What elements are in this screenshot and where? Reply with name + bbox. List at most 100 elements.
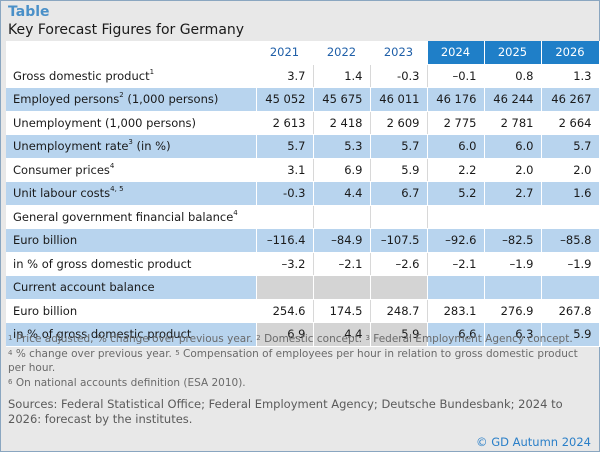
- table-cell: 2.0: [541, 158, 600, 182]
- table-cell: [256, 275, 314, 300]
- table-cell: -0.3: [256, 181, 314, 206]
- table-row: in % of gross domestic product 6.9 4.4 5…: [6, 322, 600, 347]
- table-cell: 5.7: [370, 134, 428, 159]
- table-cell: –85.8: [541, 228, 600, 253]
- table-cell: 1.6: [541, 181, 600, 206]
- table-cell: 2.0: [484, 158, 542, 182]
- table-label: Table: [8, 4, 50, 20]
- table-cell: 283.1: [427, 299, 485, 323]
- table-row: Consumer prices4 3.1 6.9 5.9 2.2 2.0 2.0: [6, 158, 600, 182]
- table-cell: 3.1: [256, 158, 314, 182]
- row-label: Unit labour costs4, 5: [6, 181, 257, 206]
- table-cell: 6.6: [427, 322, 485, 347]
- table-cell: 2 781: [484, 111, 542, 135]
- table-cell: [370, 205, 428, 229]
- table-row: Unemployment (1,000 persons) 2 613 2 418…: [6, 111, 600, 135]
- year-header-2021: 2021: [256, 41, 314, 65]
- table-cell: 46 176: [427, 87, 485, 112]
- table-cell: [484, 275, 542, 300]
- table-cell: [541, 275, 600, 300]
- table-cell: 2 418: [313, 111, 371, 135]
- table-cell: 174.5: [313, 299, 371, 323]
- table-cell: 5.9: [370, 322, 428, 347]
- row-label: in % of gross domestic product: [6, 322, 257, 347]
- table-cell: 2.2: [427, 158, 485, 182]
- table-cell: [427, 275, 485, 300]
- footnotes: 1 Price adjusted, % change over previous…: [8, 332, 593, 390]
- table-cell: –84.9: [313, 228, 371, 253]
- footnote-line: 6 On national accounts definition (ESA 2…: [8, 376, 246, 389]
- year-header-2023: 2023: [370, 41, 428, 65]
- forecast-table: 2021 2022 2023 2024 2025 2026 Gross dome…: [6, 41, 600, 347]
- table-cell: –92.6: [427, 228, 485, 253]
- table-title: Key Forecast Figures for Germany: [8, 22, 245, 38]
- table-cell: 2 613: [256, 111, 314, 135]
- copyright-note: © GD Autumn 2024: [476, 435, 591, 449]
- table-cell: 46 011: [370, 87, 428, 112]
- table-cell: –116.4: [256, 228, 314, 253]
- table-cell: 6.0: [484, 134, 542, 159]
- table-cell: 6.7: [370, 181, 428, 206]
- header-row: 2021 2022 2023 2024 2025 2026: [6, 41, 600, 65]
- table-cell: -0.3: [370, 64, 428, 88]
- table-cell: 6.0: [427, 134, 485, 159]
- table-cell: 2.7: [484, 181, 542, 206]
- table-row: Euro billion –116.4 –84.9 –107.5 –92.6 –…: [6, 228, 600, 253]
- table-cell: –2.1: [313, 252, 371, 276]
- table-cell: [313, 275, 371, 300]
- table-cell: 5.7: [256, 134, 314, 159]
- row-label: in % of gross domestic product: [6, 252, 257, 276]
- table-cell: [484, 205, 542, 229]
- table-cell: 4.4: [313, 181, 371, 206]
- table-cell: 6.9: [256, 322, 314, 347]
- row-label: Unemployment rate3 (in %): [6, 134, 257, 159]
- row-label: Euro billion: [6, 228, 257, 253]
- table-cell: 1.3: [541, 64, 600, 88]
- table-cell: –2.1: [427, 252, 485, 276]
- table-row: Unit labour costs4, 5 -0.3 4.4 6.7 5.2 2…: [6, 181, 600, 206]
- table-cell: –2.6: [370, 252, 428, 276]
- table-cell: [427, 205, 485, 229]
- row-label: Unemployment (1,000 persons): [6, 111, 257, 135]
- row-label: Gross domestic product1: [6, 64, 257, 88]
- table-cell: [370, 275, 428, 300]
- footnote-line: 1 Price adjusted, % change over previous…: [8, 333, 573, 345]
- table-row: Euro billion 254.6 174.5 248.7 283.1 276…: [6, 299, 600, 323]
- table-cell: 248.7: [370, 299, 428, 323]
- row-label: Euro billion: [6, 299, 257, 323]
- table-cell: 1.4: [313, 64, 371, 88]
- table-cell: [313, 205, 371, 229]
- table-cell: –1.9: [484, 252, 542, 276]
- row-label: Consumer prices4: [6, 158, 257, 182]
- table-cell: 45 675: [313, 87, 371, 112]
- footnote-line: 4 % change over previous year. 5 Compens…: [8, 347, 578, 375]
- year-header-2022: 2022: [313, 41, 371, 65]
- table-cell: [541, 205, 600, 229]
- year-header-2024: 2024: [427, 41, 485, 65]
- table-cell: 6.3: [484, 322, 542, 347]
- table-cell: 2 609: [370, 111, 428, 135]
- table-cell: 6.9: [313, 158, 371, 182]
- table-cell: 2 775: [427, 111, 485, 135]
- table-cell: 46 244: [484, 87, 542, 112]
- table-cell: 276.9: [484, 299, 542, 323]
- table-cell: 267.8: [541, 299, 600, 323]
- table-cell: 5.2: [427, 181, 485, 206]
- table-cell: 5.9: [370, 158, 428, 182]
- year-header-2025: 2025: [484, 41, 542, 65]
- table-cell: –3.2: [256, 252, 314, 276]
- header-label-cell: [6, 41, 257, 65]
- table-row: Unemployment rate3 (in %) 5.7 5.3 5.7 6.…: [6, 134, 600, 159]
- year-header-2026: 2026: [541, 41, 600, 65]
- table-cell: 46 267: [541, 87, 600, 112]
- table-row: Employed persons2 (1,000 persons) 45 052…: [6, 87, 600, 112]
- table-cell: 5.3: [313, 134, 371, 159]
- table-cell: [256, 205, 314, 229]
- table-cell: –107.5: [370, 228, 428, 253]
- table-cell: 45 052: [256, 87, 314, 112]
- table-cell: 0.8: [484, 64, 542, 88]
- section-row: Current account balance: [6, 275, 600, 300]
- table-cell: 4.4: [313, 322, 371, 347]
- table-row: Gross domestic product1 3.7 1.4 -0.3 –0.…: [6, 64, 600, 88]
